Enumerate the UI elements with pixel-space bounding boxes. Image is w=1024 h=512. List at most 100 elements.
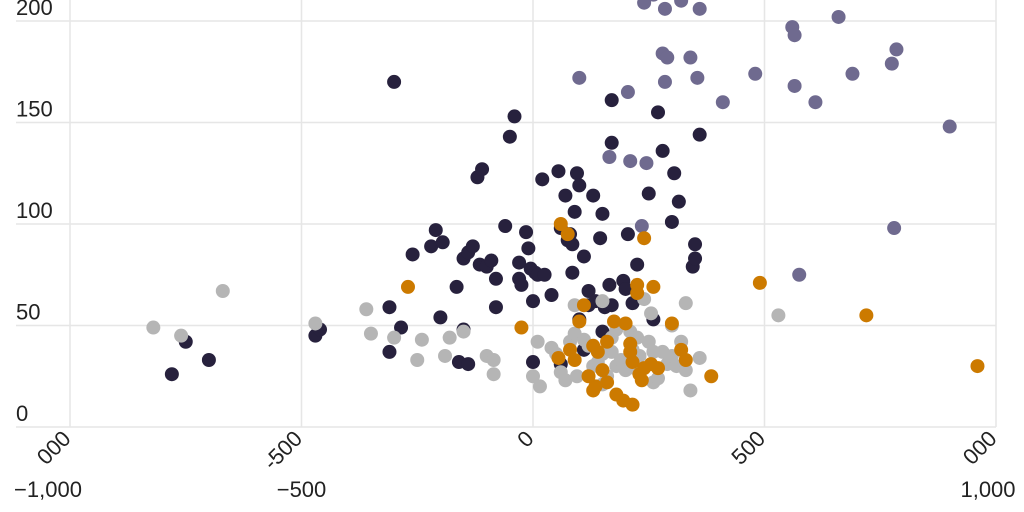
data-point [887,221,902,236]
series-orange [400,217,985,412]
data-point [382,300,397,315]
data-point [664,316,679,331]
data-point [410,353,425,368]
data-point [433,310,448,325]
x-tick-label-rotated: 000 [32,426,76,470]
data-point [859,308,874,323]
data-point [651,105,666,120]
data-point [678,296,693,311]
data-point [648,0,658,2]
data-point [405,247,420,262]
data-point [607,314,622,329]
data-point [572,178,587,193]
data-point [558,188,573,203]
data-point [435,235,450,250]
x-tick-label: 1,000 [960,477,1015,502]
data-point [674,0,689,8]
data-point [831,9,846,24]
data-point [514,277,529,292]
data-point [787,78,802,93]
data-point [215,283,230,298]
data-point [595,363,610,378]
data-point [512,255,527,270]
y-tick-label: 100 [16,198,53,223]
data-point [308,316,323,331]
data-point [792,267,807,282]
data-point [569,369,584,384]
data-point [363,326,378,341]
grid-lines [16,0,997,428]
data-point [465,239,480,254]
data-point [683,50,698,65]
series-purple [572,0,957,282]
data-point [359,302,374,317]
data-point [692,1,707,16]
data-point [507,109,522,124]
data-point [551,164,566,179]
data-point [565,265,580,280]
y-tick-label: 200 [16,0,53,20]
data-point [889,42,904,57]
data-point [623,154,638,169]
data-point [970,359,985,374]
data-point [461,357,476,372]
data-point [572,70,587,85]
data-point [641,186,656,201]
y-axis-tick-labels: 0 50 100 150 200 [16,0,53,426]
data-point [414,332,429,347]
data-point [521,241,536,256]
data-point [600,375,615,390]
data-point [488,271,503,286]
data-point [537,267,552,282]
data-point [553,217,568,231]
data-point [808,95,823,110]
data-point [394,320,409,335]
data-point [620,227,635,242]
data-point [514,320,529,335]
x-tick-label: −1,000 [14,477,82,502]
x-tick-label-rotated: -500 [258,426,307,475]
data-point [595,294,610,309]
data-point [637,231,652,246]
data-point [475,162,490,177]
data-point [502,129,517,144]
data-point [602,277,617,292]
data-point [593,231,608,246]
data-point [651,371,666,386]
data-point [535,172,550,187]
data-point [634,373,649,388]
data-point [438,348,453,363]
data-point [634,219,649,234]
data-point [678,363,693,378]
data-point [567,204,582,219]
data-point [671,194,686,209]
data-point [581,369,596,384]
data-point [639,156,654,171]
data-point [526,355,540,370]
data-point [174,328,189,343]
data-point [845,66,860,81]
data-point [382,344,397,359]
data-point [569,166,584,181]
data-point [526,369,540,384]
data-point [442,330,457,345]
data-point [618,316,633,331]
data-point [544,288,559,303]
data-point [532,379,547,394]
x-tick-label-rotated: 000 [958,426,1002,470]
data-point [604,93,619,108]
data-point [526,294,540,309]
data-point [581,283,596,298]
data-point [498,219,513,234]
data-point [576,298,591,313]
data-point [558,373,573,388]
data-point [560,227,575,242]
data-point [519,225,534,240]
data-point [488,300,503,315]
data-point [146,320,161,335]
data-point [637,0,652,10]
data-point [620,85,635,100]
data-point [630,286,645,301]
data-point [588,379,603,394]
